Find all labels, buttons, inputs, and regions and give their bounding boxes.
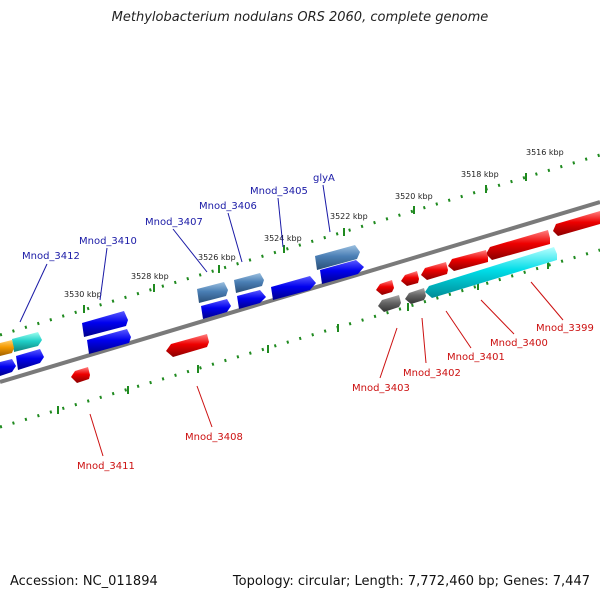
- gene-label-forward[interactable]: Mnod_3406: [199, 201, 257, 212]
- gene-arrow-reverse[interactable]: [448, 250, 488, 271]
- gene-label-forward[interactable]: Mnod_3405: [250, 186, 308, 197]
- gene-arrow-reverse[interactable]: [421, 262, 448, 280]
- gene-arrow-reverse[interactable]: [166, 334, 209, 357]
- reverse-genes: [71, 211, 600, 383]
- gene-label-reverse[interactable]: Mnod_3401: [447, 352, 505, 363]
- scale-label: 3526 kbp: [198, 253, 236, 262]
- gene-arrow-reverse[interactable]: [401, 271, 419, 286]
- gene-arrow-forward[interactable]: [82, 311, 128, 337]
- gene-label-forward[interactable]: glyA: [313, 173, 335, 184]
- gene-label-reverse[interactable]: Mnod_3400: [490, 338, 548, 349]
- gene-arrow-reverse[interactable]: [553, 211, 600, 236]
- gene-label-forward[interactable]: Mnod_3410: [79, 236, 137, 247]
- gene-label-reverse[interactable]: Mnod_3399: [536, 323, 594, 334]
- gene-arrow-reverse[interactable]: [405, 288, 426, 304]
- scale-label: 3528 kbp: [131, 272, 169, 281]
- gene-arrow-forward[interactable]: [12, 332, 42, 352]
- gene-arrow-forward[interactable]: [234, 273, 264, 293]
- gene-label-forward[interactable]: Mnod_3412: [22, 251, 80, 262]
- genome-summary-text: Topology: circular; Length: 7,772,460 bp…: [232, 574, 590, 589]
- map-title: Methylobacterium nodulans ORS 2060, comp…: [111, 10, 489, 25]
- scale-label: 3524 kbp: [264, 234, 302, 243]
- gene-arrow-reverse[interactable]: [486, 230, 550, 260]
- scale-label: 3530 kbp: [64, 290, 102, 299]
- gene-arrow-forward[interactable]: [201, 299, 231, 319]
- scale-label: 3522 kbp: [330, 212, 368, 221]
- gene-label-reverse[interactable]: Mnod_3411: [77, 461, 135, 472]
- scale-label: 3518 kbp: [461, 170, 499, 179]
- gene-label-forward[interactable]: Mnod_3407: [145, 217, 203, 228]
- accession-text: Accession: NC_011894: [10, 574, 158, 589]
- gene-arrow-reverse[interactable]: [425, 247, 557, 298]
- gene-arrow-forward[interactable]: [0, 340, 14, 356]
- scale-label: 3520 kbp: [395, 192, 433, 201]
- forward-genes: [0, 245, 364, 376]
- gene-arrow-reverse[interactable]: [71, 367, 90, 383]
- gene-label-reverse[interactable]: Mnod_3403: [352, 383, 410, 394]
- gene-arrow-forward[interactable]: [320, 260, 364, 284]
- major-ticks: [57, 173, 549, 414]
- gene-arrow-forward[interactable]: [271, 276, 316, 300]
- gene-arrow-forward[interactable]: [16, 349, 44, 370]
- gene-arrow-reverse[interactable]: [376, 280, 394, 295]
- forward-label-leaders: [19, 184, 331, 323]
- gene-arrow-forward[interactable]: [315, 245, 360, 270]
- inner-tick-track: [0, 248, 600, 429]
- gene-label-reverse[interactable]: Mnod_3408: [185, 432, 243, 443]
- gene-arrow-forward[interactable]: [87, 329, 131, 354]
- outer-tick-track: [0, 153, 600, 337]
- gene-arrow-forward[interactable]: [0, 359, 16, 376]
- gene-arrow-forward[interactable]: [197, 282, 228, 303]
- reverse-label-leaders: [89, 281, 564, 457]
- gene-arrow-reverse[interactable]: [378, 295, 401, 312]
- gene-label-reverse[interactable]: Mnod_3402: [403, 368, 461, 379]
- gene-arrow-forward[interactable]: [237, 290, 266, 309]
- scale-label: 3516 kbp: [526, 148, 564, 157]
